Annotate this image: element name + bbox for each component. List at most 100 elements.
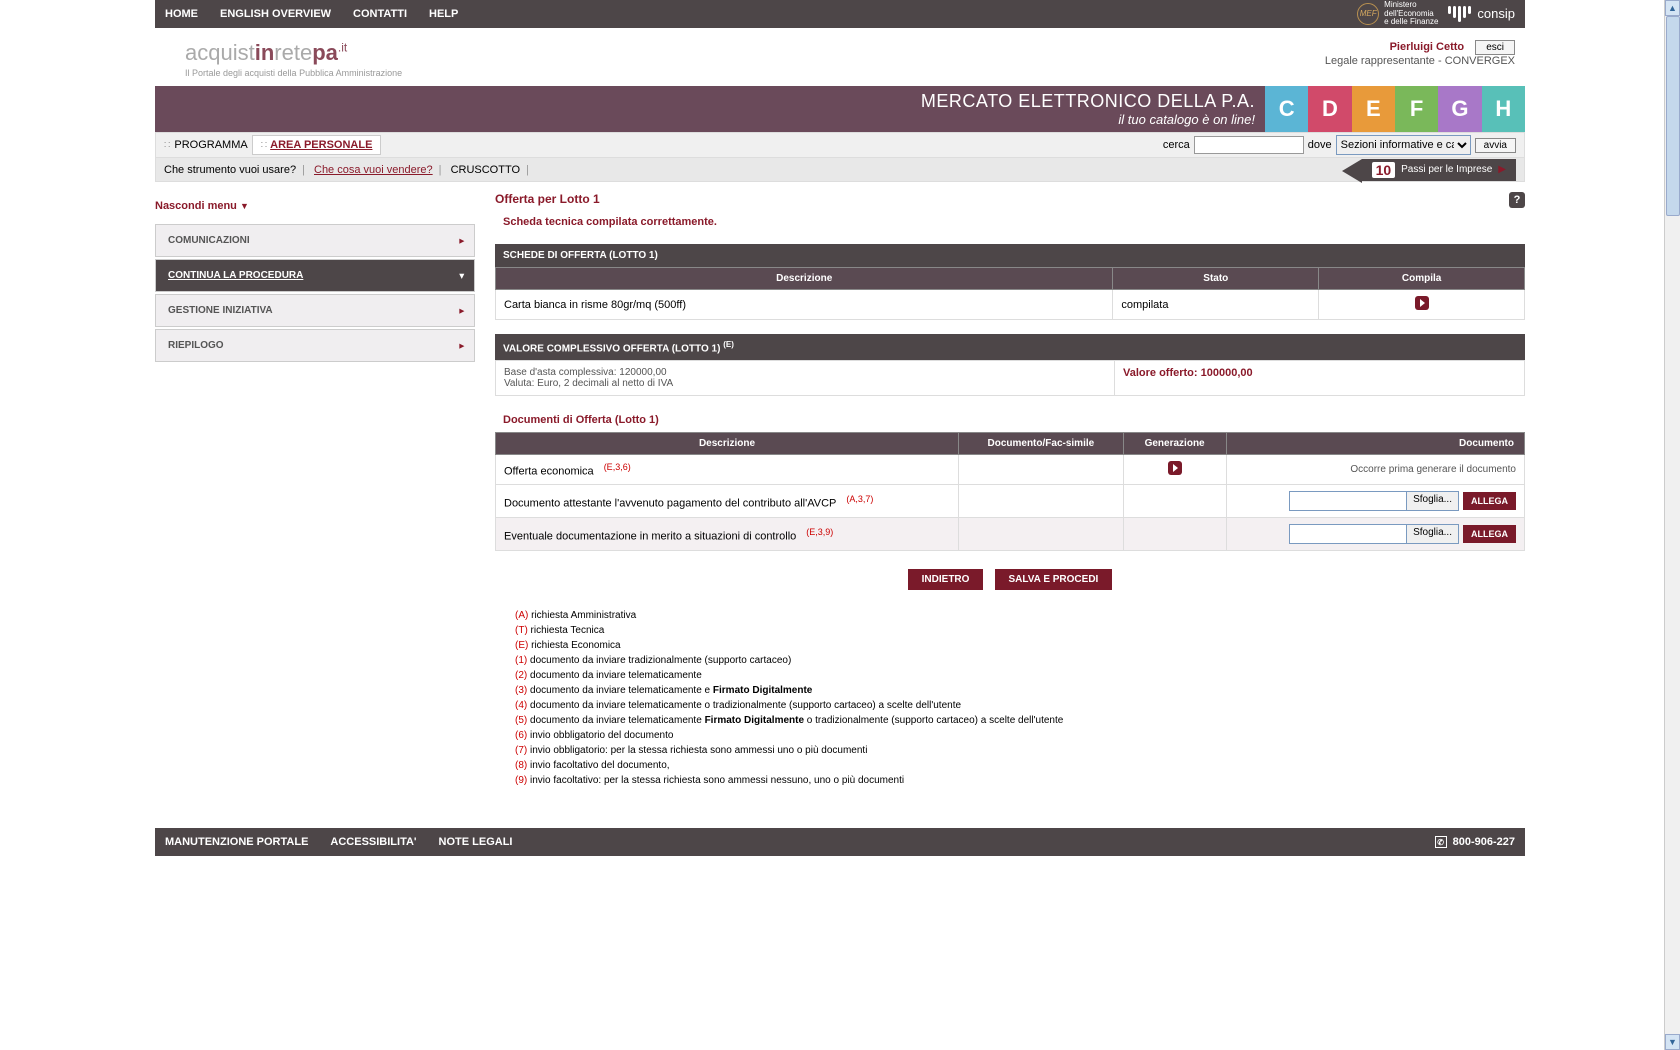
scroll-up-icon[interactable]: ▲ bbox=[1665, 0, 1680, 16]
search-scope-select[interactable]: Sezioni informative e catalogo bbox=[1336, 135, 1471, 155]
dcol-desc: Descrizione bbox=[496, 433, 959, 455]
legend-line: (3) documento da inviare telematicamente… bbox=[515, 683, 1525, 698]
base-asta-line1: Base d'asta complessiva: 120000,00 bbox=[504, 367, 1106, 378]
footer-manutenzione[interactable]: MANUTENZIONE PORTALE bbox=[165, 836, 308, 848]
salva-procedi-button[interactable]: SALVA E PROCEDI bbox=[995, 569, 1113, 590]
dots-icon: ∷ bbox=[164, 140, 170, 151]
consip-bars-icon bbox=[1448, 6, 1471, 22]
site-logo[interactable]: acquistinretepa.it Il Portale degli acqu… bbox=[185, 40, 402, 78]
generate-button[interactable] bbox=[1168, 461, 1182, 475]
nav-home[interactable]: HOME bbox=[165, 8, 198, 20]
banner-tab: G bbox=[1438, 86, 1481, 132]
sub-q3[interactable]: CRUSCOTTO bbox=[451, 164, 520, 176]
passi-imprese[interactable]: 10 Passi per le Imprese ▶ bbox=[1362, 159, 1516, 181]
cell-desc: Carta bianca in risme 80gr/mq (500ff) bbox=[496, 290, 1113, 320]
help-icon[interactable]: ? bbox=[1509, 192, 1525, 208]
triangle-down-icon: ▼ bbox=[240, 201, 249, 211]
legend-line: (8) invio facoltativo del documento, bbox=[515, 758, 1525, 773]
breadcrumb-bar: ∷ PROGRAMMA ∷ AREA PERSONALE cerca dove … bbox=[155, 132, 1525, 158]
banner-tabs-image: CDEFGH bbox=[1265, 86, 1525, 132]
dcol-fac: Documento/Fac-simile bbox=[959, 433, 1124, 455]
banner-subtitle: il tuo catalogo è on line! bbox=[921, 112, 1255, 127]
page-title: Offerta per Lotto 1 bbox=[495, 192, 1525, 206]
nav-english[interactable]: ENGLISH OVERVIEW bbox=[220, 8, 331, 20]
legend-line: (7) invio obbligatorio: per la stessa ri… bbox=[515, 743, 1525, 758]
crumb-area-link[interactable]: AREA PERSONALE bbox=[270, 139, 372, 151]
crumb-area-personale[interactable]: ∷ AREA PERSONALE bbox=[252, 135, 382, 155]
scroll-down-icon[interactable]: ▼ bbox=[1665, 1034, 1680, 1050]
doc-note: (E,3,6) bbox=[604, 462, 631, 472]
user-role: Legale rappresentante - CONVERGEX bbox=[1325, 55, 1515, 67]
banner-tab: H bbox=[1482, 86, 1525, 132]
dcol-gen: Generazione bbox=[1123, 433, 1226, 455]
logo-subtitle: Il Portale degli acquisti della Pubblica… bbox=[185, 68, 402, 78]
nav-help[interactable]: HELP bbox=[429, 8, 458, 20]
legend: (A) richiesta Amministrativa(T) richiest… bbox=[495, 608, 1525, 788]
valore-row: Base d'asta complessiva: 120000,00 Valut… bbox=[495, 360, 1525, 396]
table-row: Eventuale documentazione in merito a sit… bbox=[496, 518, 1525, 551]
banner-tab: C bbox=[1265, 86, 1308, 132]
sub-q1[interactable]: Che strumento vuoi usare? bbox=[164, 164, 296, 176]
file-input[interactable]: Sfoglia... bbox=[1289, 491, 1459, 511]
col-descrizione: Descrizione bbox=[496, 268, 1113, 290]
legend-line: (T) richiesta Tecnica bbox=[515, 623, 1525, 638]
doc-note: (A,3,7) bbox=[846, 494, 873, 504]
allega-button[interactable]: ALLEGA bbox=[1463, 525, 1516, 543]
content: ? Offerta per Lotto 1 Scheda tecnica com… bbox=[495, 192, 1525, 788]
legend-line: (2) documento da inviare telematicamente bbox=[515, 668, 1525, 683]
crumb-programma[interactable]: PROGRAMMA bbox=[174, 139, 247, 151]
arrow-right-icon: ▶ bbox=[1498, 164, 1506, 175]
logo-tail: pa bbox=[312, 40, 338, 65]
indietro-button[interactable]: INDIETRO bbox=[908, 569, 984, 590]
table-row: Documento attestante l'avvenuto pagament… bbox=[496, 485, 1525, 518]
sidebar-item[interactable]: GESTIONE INIZIATIVA▸ bbox=[155, 294, 475, 327]
banner-tab: F bbox=[1395, 86, 1438, 132]
logo-pre: acquist bbox=[185, 40, 255, 65]
base-asta-line2: Valuta: Euro, 2 decimali al netto di IVA bbox=[504, 378, 1106, 389]
top-nav-right: MEF Ministero dell'Economia e delle Fina… bbox=[1357, 1, 1515, 27]
legend-line: (4) documento da inviare telematicamente… bbox=[515, 698, 1525, 713]
consip-text: consip bbox=[1477, 6, 1515, 21]
documenti-title: Documenti di Offerta (Lotto 1) bbox=[503, 414, 1525, 426]
logo-ext: .it bbox=[338, 41, 347, 55]
mef-icon: MEF bbox=[1357, 3, 1379, 25]
confirm-message: Scheda tecnica compilata correttamente. bbox=[495, 216, 1525, 228]
file-input[interactable]: Sfoglia... bbox=[1289, 524, 1459, 544]
sub-q2[interactable]: Che cosa vuoi vendere? bbox=[314, 164, 433, 176]
schede-table: Descrizione Stato Compila Carta bianca i… bbox=[495, 267, 1525, 320]
hide-menu-toggle[interactable]: Nascondi menu ▼ bbox=[155, 192, 475, 224]
footer-phone: 800-906-227 bbox=[1453, 836, 1515, 848]
mef-line3: e delle Finanze bbox=[1384, 18, 1438, 27]
sub-bar: Che strumento vuoi usare?| Che cosa vuoi… bbox=[155, 158, 1525, 182]
sidebar-item[interactable]: COMUNICAZIONI▸ bbox=[155, 224, 475, 257]
valore-offerto: Valore offerto: 100000,00 bbox=[1115, 360, 1525, 396]
schede-header: SCHEDE DI OFFERTA (LOTTO 1) bbox=[495, 244, 1525, 267]
user-box: Pierluigi Cetto esci Legale rappresentan… bbox=[1325, 40, 1515, 67]
doc-desc: Offerta economica bbox=[504, 466, 594, 478]
sidebar-item[interactable]: CONTINUA LA PROCEDURA▾ bbox=[155, 259, 475, 292]
search-submit-button[interactable]: avvia bbox=[1475, 138, 1516, 153]
legend-line: (5) documento da inviare telematicamente… bbox=[515, 713, 1525, 728]
footer: MANUTENZIONE PORTALE ACCESSIBILITA' NOTE… bbox=[155, 828, 1525, 856]
compila-button[interactable] bbox=[1415, 296, 1429, 310]
logout-button[interactable]: esci bbox=[1475, 40, 1515, 55]
sidebar: Nascondi menu ▼ COMUNICAZIONI▸CONTINUA L… bbox=[155, 192, 475, 364]
mef-logo: MEF Ministero dell'Economia e delle Fina… bbox=[1357, 1, 1438, 27]
action-row: INDIETRO SALVA E PROCEDI bbox=[495, 569, 1525, 590]
doc-note: (E,3,9) bbox=[806, 527, 833, 537]
scrollbar[interactable]: ▲ ▼ bbox=[1664, 0, 1680, 1050]
allega-button[interactable]: ALLEGA bbox=[1463, 492, 1516, 510]
chevron-right-icon: ▸ bbox=[459, 305, 464, 316]
top-nav-left: HOME ENGLISH OVERVIEW CONTATTI HELP bbox=[165, 8, 458, 20]
dcol-doc: Documento bbox=[1226, 433, 1524, 455]
footer-note-legali[interactable]: NOTE LEGALI bbox=[439, 836, 513, 848]
sidebar-item[interactable]: RIEPILOGO▸ bbox=[155, 329, 475, 362]
phone-icon: ✆ bbox=[1435, 836, 1447, 848]
legend-line: (6) invio obbligatorio del documento bbox=[515, 728, 1525, 743]
search-input[interactable] bbox=[1194, 136, 1304, 154]
nav-contatti[interactable]: CONTATTI bbox=[353, 8, 407, 20]
doc-desc: Documento attestante l'avvenuto pagament… bbox=[504, 497, 836, 509]
legend-line: (1) documento da inviare tradizionalment… bbox=[515, 653, 1525, 668]
scroll-thumb[interactable] bbox=[1666, 16, 1680, 216]
footer-accessibilita[interactable]: ACCESSIBILITA' bbox=[330, 836, 416, 848]
